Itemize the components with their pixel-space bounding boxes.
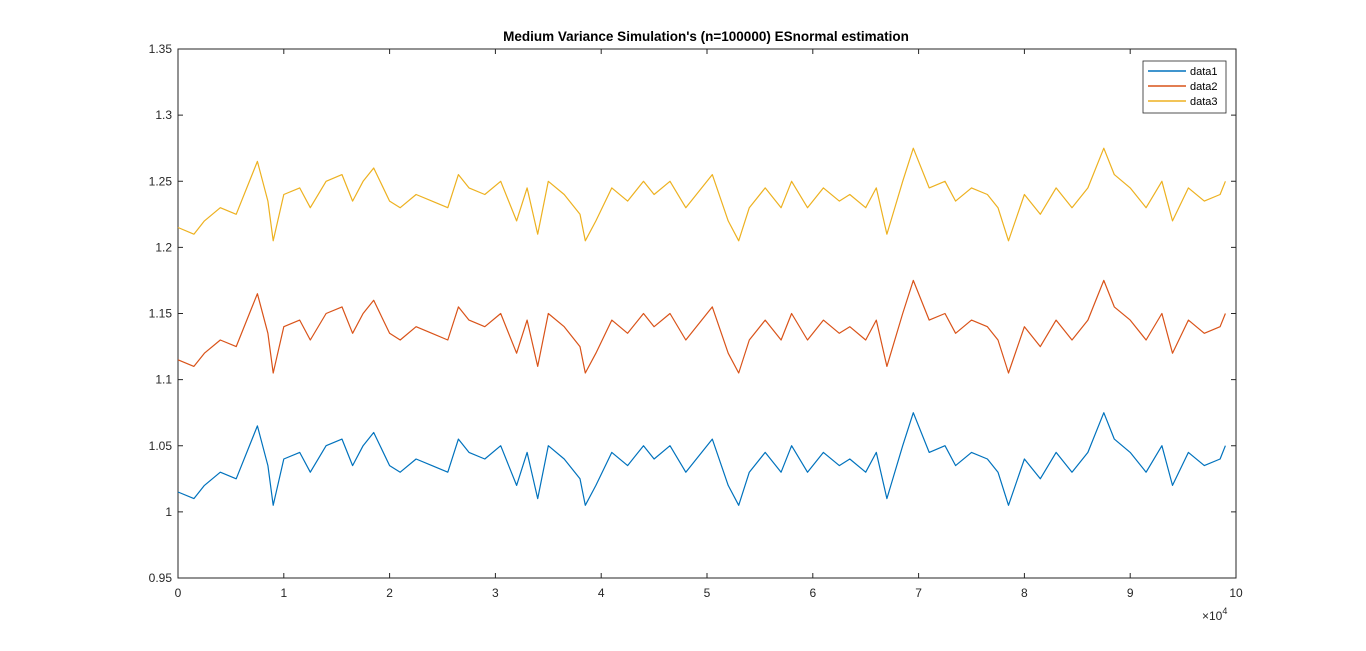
x-tick-label-0: 0 bbox=[175, 586, 182, 600]
x-tick-label-1: 1 bbox=[280, 586, 287, 600]
legend-box bbox=[1142, 60, 1227, 114]
x-tick-label-10: 10 bbox=[1229, 586, 1243, 600]
legend-label-data1: data1 bbox=[1190, 66, 1218, 78]
series-layer bbox=[177, 147, 1226, 506]
x-axis-exponent-base: ×10 bbox=[1202, 609, 1223, 623]
legend-label-data2: data2 bbox=[1190, 81, 1218, 93]
y-tick-label-6: 1.25 bbox=[149, 174, 173, 188]
tick-layer: 0 1 2 3 4 5 6 7 8 9 10 0.95 1 1.05 1.1 1.15 1.2 1.25 1.3 1.… bbox=[149, 42, 1243, 600]
y-tick-label-3: 1.1 bbox=[155, 373, 172, 387]
svg-text:×104: ×104 bbox=[1202, 606, 1227, 623]
x-tick-label-9: 9 bbox=[1127, 586, 1134, 600]
x-tick-label-5: 5 bbox=[704, 586, 711, 600]
legend-label-data3: data3 bbox=[1190, 96, 1218, 108]
y-tick-label-8: 1.35 bbox=[149, 42, 173, 56]
series-line-data2 bbox=[177, 279, 1226, 374]
legend: data1 data2 data3 bbox=[1142, 60, 1227, 114]
series-line-data1 bbox=[177, 412, 1226, 506]
x-tick-label-3: 3 bbox=[492, 586, 499, 600]
x-tick-label-4: 4 bbox=[598, 586, 605, 600]
x-axis-exponent-power: 4 bbox=[1222, 606, 1227, 616]
series-line-data3 bbox=[177, 147, 1226, 242]
y-tick-label-5: 1.2 bbox=[155, 240, 172, 254]
x-tick-label-6: 6 bbox=[809, 586, 816, 600]
x-axis-exponent: ×104 bbox=[1202, 606, 1227, 623]
y-tick-label-7: 1.3 bbox=[155, 108, 172, 122]
y-tick-label-0: 0.95 bbox=[149, 571, 173, 585]
x-tick-label-8: 8 bbox=[1021, 586, 1028, 600]
y-tick-label-4: 1.15 bbox=[149, 307, 173, 321]
y-tick-label-2: 1.05 bbox=[149, 439, 173, 453]
y-tick-label-1: 1 bbox=[165, 505, 172, 519]
chart-title: Medium Variance Simulation's (n=100000) … bbox=[503, 29, 909, 44]
x-tick-label-2: 2 bbox=[386, 586, 393, 600]
x-tick-label-7: 7 bbox=[915, 586, 922, 600]
